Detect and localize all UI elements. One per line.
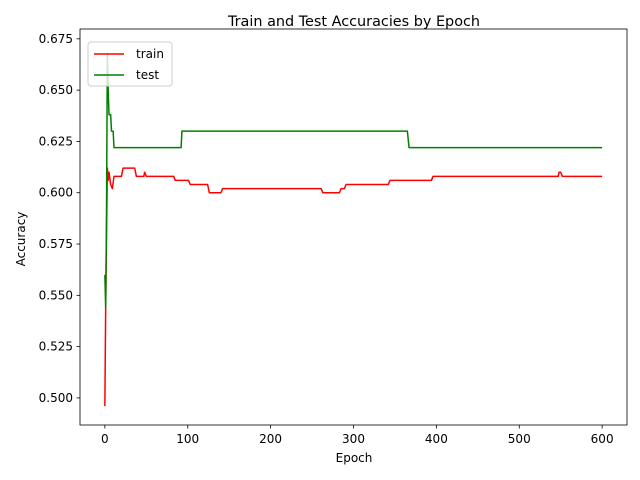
plot-lines [104, 52, 603, 407]
x-tick-label: 0 [101, 432, 109, 446]
y-tick-label: 0.675 [39, 32, 73, 46]
series-line-test [104, 52, 603, 309]
chart-title: Train and Test Accuracies by Epoch [227, 14, 480, 30]
x-tick-label: 200 [259, 432, 282, 446]
y-tick-label: 0.525 [39, 340, 73, 354]
x-axis-label: Epoch [336, 451, 373, 465]
y-tick-label: 0.550 [39, 288, 73, 302]
x-tick-label: 100 [176, 432, 199, 446]
x-tick-label: 300 [342, 432, 365, 446]
y-tick-label: 0.600 [39, 186, 73, 200]
series-line-train [104, 167, 603, 407]
y-tick-label: 0.650 [39, 83, 73, 97]
x-tick-label: 400 [425, 432, 448, 446]
x-axis-ticks: 0 100 200 300 400 500 600 [101, 425, 614, 446]
y-axis-ticks: 0.500 0.525 0.550 0.575 0.600 0.625 0.650 0.675 [39, 32, 80, 405]
legend-label-test: test [136, 68, 159, 82]
x-tick-label: 500 [508, 432, 531, 446]
plot-frame [79, 28, 628, 426]
y-tick-label: 0.500 [39, 391, 73, 405]
y-axis-label: Accuracy [14, 212, 28, 267]
legend-label-train: train [136, 47, 164, 61]
y-tick-label: 0.625 [39, 134, 73, 148]
y-tick-label: 0.575 [39, 237, 73, 251]
x-tick-label: 600 [591, 432, 614, 446]
legend: train test [87, 41, 173, 87]
